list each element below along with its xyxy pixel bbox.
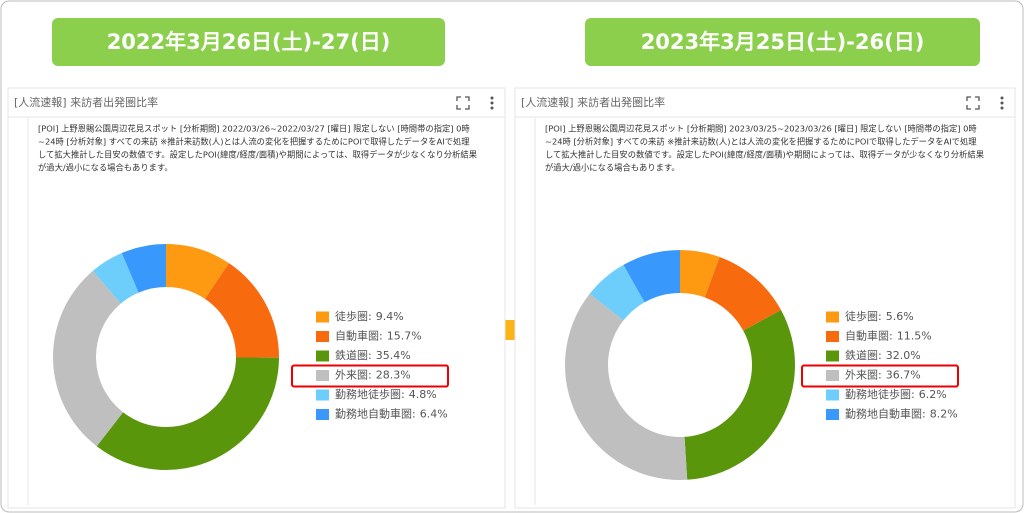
- legend-swatch: [826, 311, 839, 323]
- legend-swatch: [826, 389, 839, 401]
- legend-label: 徒歩圏: 5.6%: [845, 309, 914, 323]
- legend-category: 鉄道圏:: [845, 348, 882, 362]
- description-line: が過大/過小になる場合もあります。: [545, 163, 680, 173]
- description-line: [POI] 上野恩賜公園周辺花見スポット [分析期間] 2022/03/26~2…: [38, 124, 470, 134]
- highlight-box: [291, 364, 449, 388]
- legend-swatch: [316, 409, 329, 420]
- description-line: [POI] 上野恩賜公園周辺花見スポット [分析期間] 2023/03/25~2…: [545, 124, 977, 134]
- panel-title: [人流速報] 来訪者出発圏比率: [14, 95, 158, 109]
- legend-label: 外来圏: 36.7%: [845, 369, 921, 382]
- legend-swatch: [316, 331, 329, 342]
- legend-swatch: [826, 409, 839, 420]
- menu-dot: [490, 96, 494, 100]
- legend-swatch: [316, 311, 329, 323]
- legend-swatch: [316, 370, 329, 381]
- donut-segment: [92, 253, 139, 304]
- fullscreen-icon[interactable]: [456, 96, 470, 110]
- date-banner: [52, 18, 445, 66]
- date-banner: [585, 18, 980, 66]
- legend-label: 鉄道圏: 35.4%: [335, 348, 411, 362]
- legend-category: 自動車圏:: [845, 329, 893, 343]
- description-line: ~24時 [分析対象] すべての来訪 ※推計来訪数(人)とは人流の変化を把握する…: [38, 137, 470, 147]
- legend-label: 自動車圏: 15.7%: [335, 329, 422, 343]
- donut-segment: [53, 270, 124, 447]
- legend-category: 勤務地徒歩圏:: [845, 387, 915, 401]
- legend-category: 外来圏:: [335, 369, 372, 382]
- date-banner-text: 2023年3月25日(土)-26(日): [641, 30, 925, 54]
- legend-label: 外来圏: 28.3%: [335, 369, 411, 382]
- legend-swatch: [826, 331, 839, 342]
- donut-segment: [684, 310, 795, 480]
- legend-swatch: [316, 389, 329, 401]
- legend-category: 外来圏:: [845, 369, 882, 382]
- legend-category: 勤務地自動車圏:: [845, 407, 926, 421]
- legend-value: 11.5%: [897, 330, 932, 343]
- menu-dot: [490, 101, 494, 105]
- legend-value: 8.2%: [930, 408, 958, 421]
- legend-label: 徒歩圏: 9.4%: [335, 309, 404, 323]
- description-line: ~24時 [分析対象] すべての来訪 ※推計来訪数(人)とは人流の変化を把握する…: [545, 137, 977, 147]
- description-line: が過大/過小になる場合もあります。: [38, 163, 173, 173]
- highlight-box: [801, 364, 959, 388]
- menu-dot: [1000, 106, 1004, 110]
- fullscreen-icon[interactable]: [966, 96, 980, 110]
- donut-segment: [565, 293, 688, 480]
- donut-segment: [204, 263, 279, 358]
- donut-segment: [623, 250, 680, 303]
- panel-title: [人流速報] 来訪者出発圏比率: [521, 95, 665, 109]
- legend-category: 勤務地自動車圏:: [335, 407, 416, 421]
- legend-value: 15.7%: [387, 330, 422, 343]
- legend-value: 35.4%: [376, 349, 411, 362]
- date-banner-text: 2022年3月26日(土)-27(日): [107, 30, 391, 54]
- legend-category: 勤務地徒歩圏:: [335, 387, 405, 401]
- legend-swatch: [826, 370, 839, 381]
- donut-segment: [96, 357, 279, 470]
- description-line: して拡大推計した目安の数値です。設定したPOI(緯度/経度/面積)や期間によって…: [38, 150, 477, 160]
- menu-dot: [1000, 101, 1004, 105]
- legend-category: 徒歩圏:: [845, 309, 882, 323]
- legend-value: 9.4%: [376, 310, 404, 323]
- legend-category: 鉄道圏:: [335, 348, 372, 362]
- legend-label: 勤務地自動車圏: 6.4%: [335, 407, 448, 421]
- donut-segment: [589, 264, 645, 321]
- legend-swatch: [826, 350, 839, 362]
- legend-value: 4.8%: [409, 388, 437, 401]
- legend-label: 自動車圏: 11.5%: [845, 329, 932, 343]
- legend-value: 6.2%: [919, 388, 947, 401]
- donut-segment: [166, 244, 229, 299]
- donut-segment: [121, 244, 166, 293]
- menu-dot: [1000, 96, 1004, 100]
- legend-value: 32.0%: [886, 349, 921, 362]
- legend-label: 勤務地徒歩圏: 4.8%: [335, 387, 437, 401]
- legend-category: 自動車圏:: [335, 329, 383, 343]
- donut-segment: [680, 250, 720, 298]
- legend-value: 5.6%: [886, 310, 914, 323]
- legend-value: 36.7%: [886, 369, 921, 382]
- legend-label: 勤務地自動車圏: 8.2%: [845, 407, 958, 421]
- legend-swatch: [316, 350, 329, 362]
- legend-label: 鉄道圏: 32.0%: [845, 348, 921, 362]
- menu-dot: [490, 106, 494, 110]
- donut-segment: [704, 257, 782, 331]
- description-line: して拡大推計した目安の数値です。設定したPOI(緯度/経度/面積)や期間によって…: [545, 150, 984, 160]
- legend-category: 徒歩圏:: [335, 309, 372, 323]
- legend-value: 6.4%: [420, 408, 448, 421]
- legend-label: 勤務地徒歩圏: 6.2%: [845, 387, 947, 401]
- legend-value: 28.3%: [376, 369, 411, 382]
